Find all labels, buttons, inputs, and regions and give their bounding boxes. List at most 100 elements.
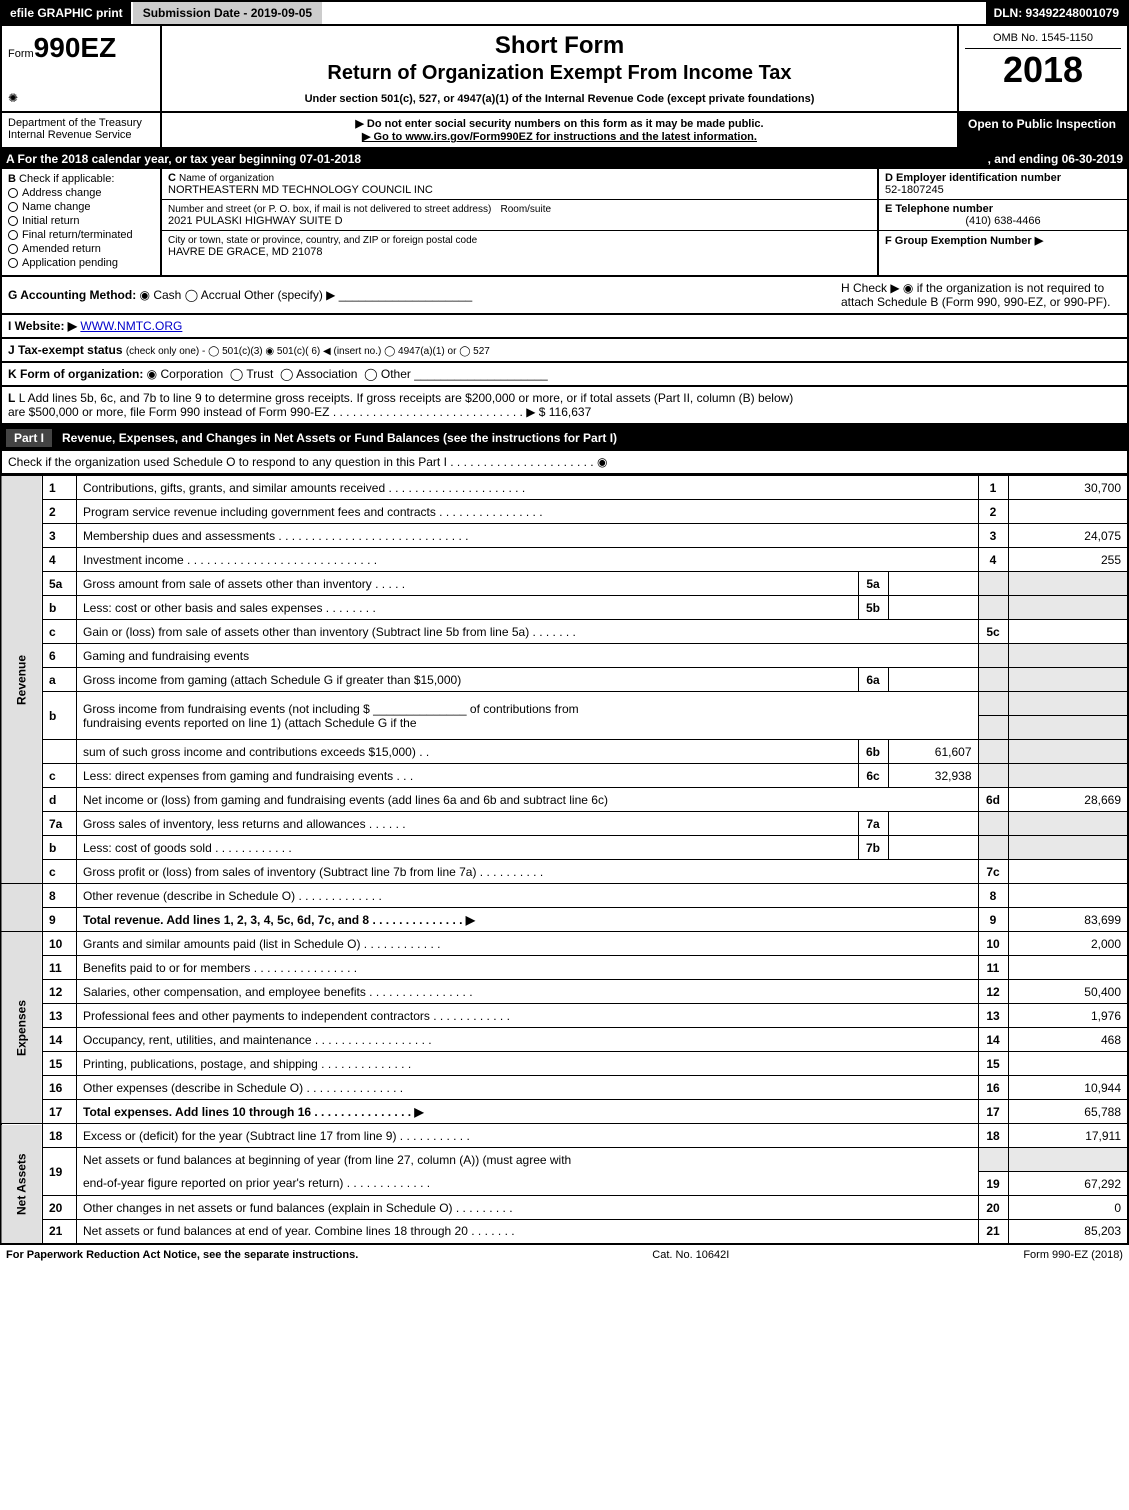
row-7b: b Less: cost of goods sold . . . . . . .…: [1, 836, 1128, 860]
check-address-change-label: Address change: [22, 187, 102, 199]
row-5c-val: [1008, 620, 1128, 644]
check-address-change[interactable]: Address change: [8, 187, 154, 199]
row-9-lbl: 9: [978, 908, 1008, 932]
row-10-desc: Grants and similar amounts paid (list in…: [77, 932, 979, 956]
row-13-num: 13: [43, 1004, 77, 1028]
row-18: Net Assets 18Excess or (deficit) for the…: [1, 1124, 1128, 1148]
row-6a-innerval: [888, 668, 978, 692]
row-5b-desc: Less: cost or other basis and sales expe…: [77, 596, 859, 620]
d-label: D Employer identification number: [885, 172, 1061, 184]
row-21-val: 85,203: [1008, 1220, 1128, 1244]
row-6d-val: 28,669: [1008, 788, 1128, 812]
street-cell: Number and street (or P. O. box, if mail…: [162, 200, 877, 231]
check-final-return[interactable]: Final return/terminated: [8, 229, 154, 241]
k-assoc[interactable]: ◯ Association: [280, 367, 357, 381]
row-19-val: 67,292: [1008, 1172, 1128, 1196]
g-other[interactable]: Other (specify) ▶: [244, 288, 335, 302]
row-9-num: 9: [43, 908, 77, 932]
line-g-h: G Accounting Method: ◉ Cash ◯ Accrual Ot…: [0, 277, 1129, 315]
street-address: 2021 PULASKI HIGHWAY SUITE D: [168, 215, 343, 227]
g-cash[interactable]: Cash: [153, 288, 181, 302]
row-1: Revenue 1 Contributions, gifts, grants, …: [1, 476, 1128, 500]
ein-value: 52-1807245: [885, 184, 944, 196]
row-6c: c Less: direct expenses from gaming and …: [1, 764, 1128, 788]
row-6c-desc: Less: direct expenses from gaming and fu…: [77, 764, 859, 788]
check-amended-return-label: Amended return: [22, 243, 101, 255]
row-6a-desc: Gross income from gaming (attach Schedul…: [77, 668, 859, 692]
row-6-greyval: [1008, 644, 1128, 668]
row-8-desc: Other revenue (describe in Schedule O) .…: [77, 884, 979, 908]
check-application-pending[interactable]: Application pending: [8, 257, 154, 269]
row-5b-greyval: [1008, 596, 1128, 620]
b-letter: B: [8, 173, 16, 185]
row-19-greylbl: [978, 1148, 1008, 1172]
row-6b-greyval3: [1008, 740, 1128, 764]
check-amended-return[interactable]: Amended return: [8, 243, 154, 255]
checkbox-icon: [8, 202, 18, 212]
row-5b: b Less: cost or other basis and sales ex…: [1, 596, 1128, 620]
row-7c-num: c: [43, 860, 77, 884]
website-link[interactable]: WWW.NMTC.ORG: [80, 319, 182, 333]
row-4: 4 Investment income . . . . . . . . . . …: [1, 548, 1128, 572]
row-12-val: 50,400: [1008, 980, 1128, 1004]
c-letter: C: [168, 172, 176, 184]
row-2-desc: Program service revenue including govern…: [77, 500, 979, 524]
row-7c-desc: Gross profit or (loss) from sales of inv…: [77, 860, 979, 884]
check-initial-return[interactable]: Initial return: [8, 215, 154, 227]
k-trust[interactable]: ◯ Trust: [230, 367, 273, 381]
group-exemption-cell: F Group Exemption Number ▶: [879, 231, 1127, 250]
row-20-num: 20: [43, 1196, 77, 1220]
k-other[interactable]: ◯ Other: [364, 367, 411, 381]
page-footer: For Paperwork Reduction Act Notice, see …: [0, 1245, 1129, 1265]
row-6b-greylbl1: [978, 692, 1008, 716]
check-name-change[interactable]: Name change: [8, 201, 154, 213]
row-12-num: 12: [43, 980, 77, 1004]
row-21-desc: Net assets or fund balances at end of ye…: [77, 1220, 979, 1244]
row-13: 13Professional fees and other payments t…: [1, 1004, 1128, 1028]
g-accrual[interactable]: Accrual: [201, 288, 241, 302]
city-cell: City or town, state or province, country…: [162, 231, 877, 261]
part1-tag: Part I: [6, 429, 52, 447]
dept-instructions: ▶ Do not enter social security numbers o…: [162, 113, 957, 147]
row-5a-greyval: [1008, 572, 1128, 596]
submission-date-button[interactable]: Submission Date - 2019-09-05: [131, 2, 322, 24]
row-5c: c Gain or (loss) from sale of assets oth…: [1, 620, 1128, 644]
row-6c-num: c: [43, 764, 77, 788]
row-1-desc: Contributions, gifts, grants, and simila…: [77, 476, 979, 500]
part1-check-line: Check if the organization used Schedule …: [0, 451, 1129, 475]
efile-button[interactable]: efile GRAPHIC print: [2, 2, 131, 24]
row-17-lbl: 17: [978, 1100, 1008, 1124]
org-name-cell: C Name of organization NORTHEASTERN MD T…: [162, 169, 877, 200]
side-netassets: Net Assets: [1, 1124, 43, 1244]
row-8: 8 Other revenue (describe in Schedule O)…: [1, 884, 1128, 908]
row-13-lbl: 13: [978, 1004, 1008, 1028]
row-4-lbl: 4: [978, 548, 1008, 572]
row-7a: 7a Gross sales of inventory, less return…: [1, 812, 1128, 836]
financial-table: Revenue 1 Contributions, gifts, grants, …: [0, 475, 1129, 1245]
ssn-warning: ▶ Do not enter social security numbers o…: [168, 117, 951, 130]
row-13-desc: Professional fees and other payments to …: [77, 1004, 979, 1028]
row-6: 6 Gaming and fundraising events: [1, 644, 1128, 668]
row-17: 17Total expenses. Add lines 10 through 1…: [1, 1100, 1128, 1124]
goto-link[interactable]: ▶ Go to www.irs.gov/Form990EZ for instru…: [168, 130, 951, 143]
row-6b-d3: fundraising events reported on line 1) (…: [83, 716, 417, 730]
row-14-lbl: 14: [978, 1028, 1008, 1052]
row-6c-greyval: [1008, 764, 1128, 788]
dept-line2: Internal Revenue Service: [8, 129, 154, 141]
dept-line1: Department of the Treasury: [8, 117, 154, 129]
header-right: OMB No. 1545-1150 2018: [957, 26, 1127, 111]
footer-center: Cat. No. 10642I: [652, 1249, 729, 1261]
row-7b-innerval: [888, 836, 978, 860]
row-6c-greylbl: [978, 764, 1008, 788]
row-1-val: 30,700: [1008, 476, 1128, 500]
form-prefix: Form: [8, 48, 34, 60]
check-initial-return-label: Initial return: [22, 215, 79, 227]
k-label: K Form of organization:: [8, 367, 143, 381]
row-6b-innerval: 61,607: [888, 740, 978, 764]
under-section: Under section 501(c), 527, or 4947(a)(1)…: [172, 93, 947, 105]
tax-year: 2018: [965, 49, 1121, 91]
row-7a-innerlbl: 7a: [858, 812, 888, 836]
k-corp[interactable]: ◉ Corporation: [147, 367, 224, 381]
row-1-num: 1: [43, 476, 77, 500]
row-21-num: 21: [43, 1220, 77, 1244]
